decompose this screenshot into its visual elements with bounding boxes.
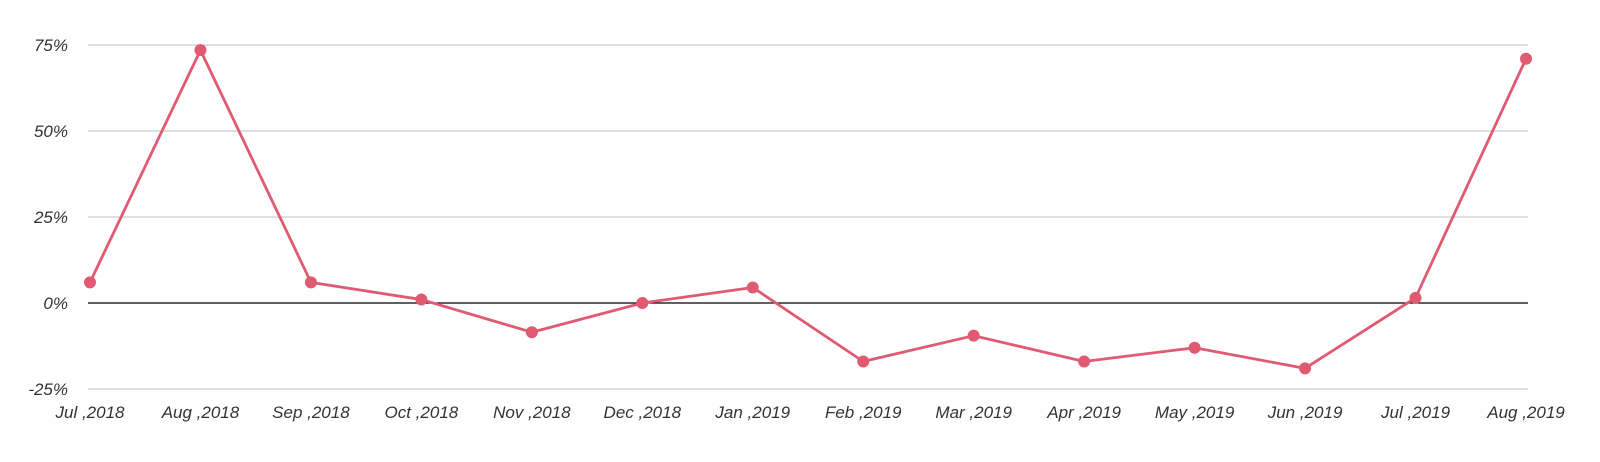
y-tick-label: -25% <box>28 380 68 399</box>
x-tick-label: May ,2019 <box>1155 403 1235 422</box>
series-line <box>88 48 1528 370</box>
x-tick-label: Mar ,2019 <box>935 403 1012 422</box>
series-layer <box>84 44 1532 375</box>
x-tick-label: Jul ,2018 <box>55 403 126 422</box>
y-tick-label: 50% <box>34 122 68 141</box>
x-tick-label: Nov ,2018 <box>493 403 571 422</box>
data-point[interactable] <box>1409 291 1422 304</box>
data-point[interactable] <box>636 297 649 309</box>
data-point[interactable] <box>1299 362 1312 375</box>
data-point[interactable] <box>304 276 317 289</box>
data-point[interactable] <box>84 276 96 289</box>
y-axis-tick-labels: 75% 50% 25% 0% -25% <box>28 36 68 399</box>
data-point[interactable] <box>967 329 980 342</box>
data-point[interactable] <box>1188 341 1201 354</box>
y-tick-label: 0% <box>43 294 68 313</box>
data-point[interactable] <box>525 326 538 339</box>
x-tick-label: Apr ,2019 <box>1046 403 1121 422</box>
data-point[interactable] <box>415 293 428 306</box>
data-point[interactable] <box>746 281 759 294</box>
data-point[interactable] <box>1520 52 1532 65</box>
x-tick-label: Oct ,2018 <box>385 403 459 422</box>
x-tick-label: Jul ,2019 <box>1380 403 1451 422</box>
x-tick-label: Feb ,2019 <box>825 403 902 422</box>
data-point[interactable] <box>857 355 870 368</box>
data-point[interactable] <box>1078 355 1091 368</box>
x-tick-label: Jun ,2019 <box>1267 403 1343 422</box>
y-tick-label: 25% <box>33 208 68 227</box>
x-tick-label: Aug ,2018 <box>161 403 240 422</box>
x-tick-label: Jan ,2019 <box>714 403 790 422</box>
x-axis-tick-labels: Jul ,2018 Aug ,2018 Sep ,2018 Oct ,2018 Nov … <box>55 403 1566 422</box>
x-tick-label: Dec ,2018 <box>604 403 682 422</box>
gridlines <box>88 44 1528 390</box>
data-point[interactable] <box>194 44 207 57</box>
x-tick-label: Aug ,2019 <box>1486 403 1565 422</box>
y-tick-label: 75% <box>34 36 68 55</box>
x-tick-label: Sep ,2018 <box>272 403 350 422</box>
